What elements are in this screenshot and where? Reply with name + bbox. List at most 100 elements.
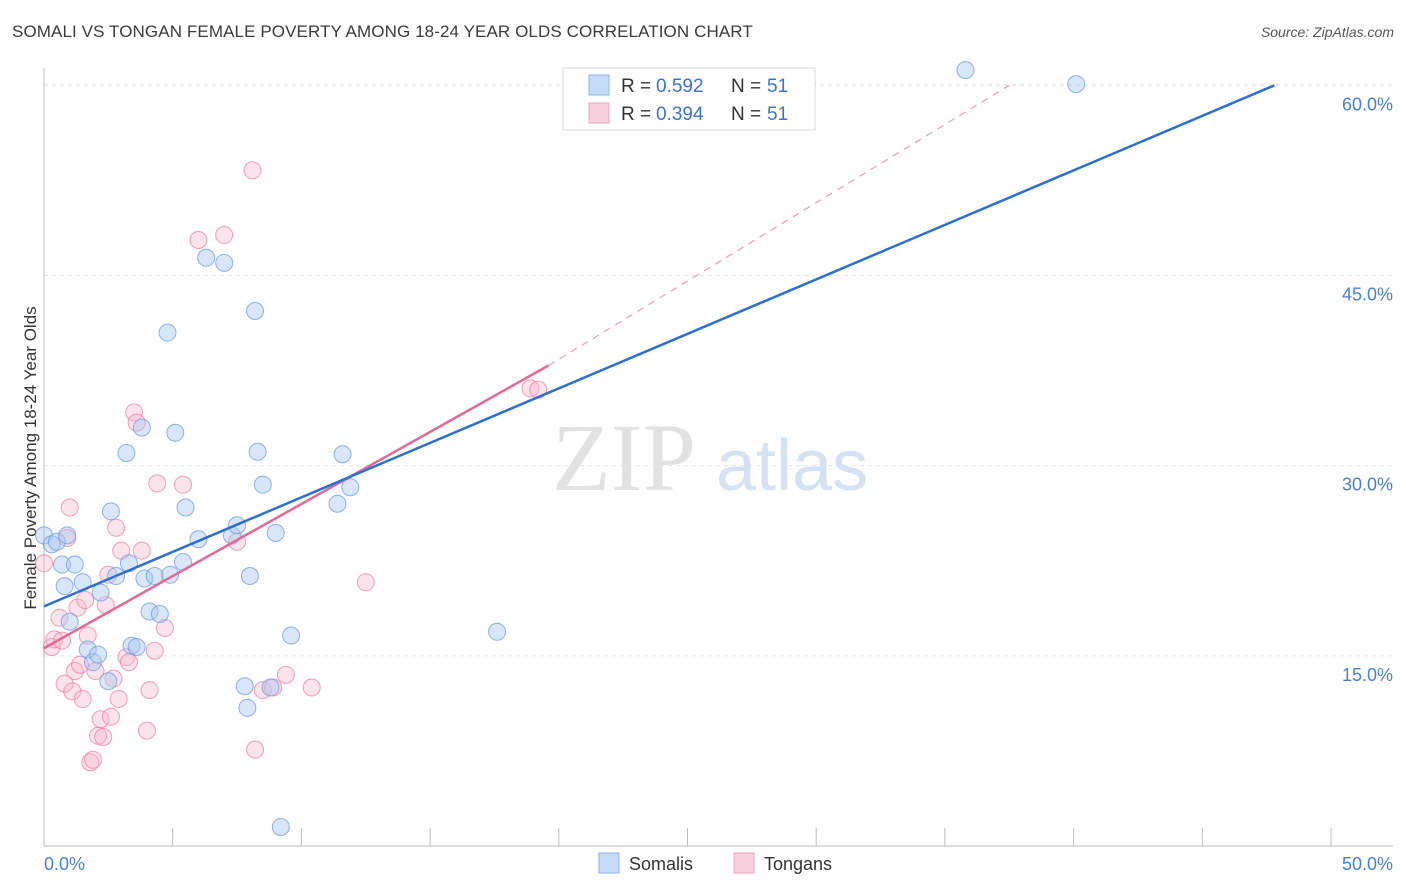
y-tick-label: 45.0%	[1342, 285, 1393, 305]
somali-point	[89, 645, 108, 664]
somali-point	[248, 442, 267, 461]
somali-point	[266, 523, 285, 542]
legend-r-value-somalis: 0.592	[656, 76, 704, 97]
tongan-point	[73, 689, 92, 708]
legend-n-value-somalis: 51	[767, 76, 788, 97]
somali-point	[956, 61, 975, 80]
somali-point	[127, 637, 146, 656]
tongan-point	[107, 518, 126, 537]
somali-point	[91, 583, 110, 602]
somali-point	[235, 677, 254, 696]
somali-point	[333, 445, 352, 464]
tongan-point	[148, 474, 167, 493]
somali-point	[238, 698, 257, 717]
somali-point	[166, 423, 185, 442]
legend: R = 0.592 N = 51 R = 0.394 N = 51	[562, 67, 816, 131]
somali-point	[488, 622, 507, 641]
bottom-legend-swatch-somalis	[598, 852, 620, 874]
tongan-point	[215, 225, 234, 244]
somali-point	[145, 566, 164, 585]
tongan-point	[83, 750, 102, 769]
watermark-zip: ZIP	[552, 404, 696, 511]
somali-point	[246, 302, 265, 321]
legend-n-value-tongans: 51	[767, 104, 788, 125]
tongan-point	[276, 665, 295, 684]
tongan-point	[63, 682, 82, 701]
tongan-point	[35, 554, 53, 573]
somali-point	[117, 444, 136, 462]
tongan-trend-line	[43, 364, 550, 650]
watermark-atlas: atlas	[716, 426, 868, 506]
tongan-point	[76, 591, 95, 610]
somali-point	[341, 478, 360, 497]
series-somalis	[35, 61, 1086, 836]
legend-r-label-somalis: R =	[621, 76, 651, 97]
bottom-legend-swatch-tongans	[733, 852, 755, 874]
somali-point	[197, 248, 216, 267]
somali-point	[132, 418, 151, 437]
tongan-point	[302, 678, 321, 697]
legend-r-value-tongans: 0.394	[656, 104, 704, 125]
somali-point	[261, 678, 280, 697]
somali-point	[282, 626, 301, 645]
tongan-point	[119, 653, 138, 672]
y-tick-labels: 15.0% 30.0% 45.0% 60.0%	[1342, 94, 1393, 684]
tongan-point	[101, 707, 120, 726]
x-tick-label-max: 50.0%	[1342, 854, 1393, 874]
tongan-point	[246, 740, 265, 759]
tongan-point	[78, 626, 97, 645]
bottom-legend-label-somalis: Somalis	[629, 854, 693, 874]
bottom-legend-label-tongans: Tongans	[764, 854, 832, 874]
tongan-point	[137, 721, 156, 740]
tongan-point	[127, 413, 146, 432]
x-axis-ticks	[43, 828, 1332, 846]
somali-point	[215, 253, 234, 272]
bottom-legend: Somalis Tongans	[598, 852, 832, 874]
tongan-point	[68, 598, 87, 617]
tongan-point	[94, 727, 113, 746]
somali-point	[47, 532, 66, 551]
source-credit: Source: ZipAtlas.com	[1260, 24, 1394, 40]
somali-point	[176, 498, 195, 517]
x-tick-label-min: 0.0%	[44, 854, 85, 874]
tongan-point	[155, 618, 174, 637]
tongan-point	[81, 753, 100, 772]
y-tick-label: 30.0%	[1342, 475, 1393, 495]
chart-title: SOMALI VS TONGAN FEMALE POVERTY AMONG 18…	[12, 22, 753, 41]
tongan-point	[140, 681, 159, 700]
somali-point	[65, 555, 84, 574]
somali-point	[140, 602, 159, 621]
tongan-point	[60, 498, 79, 517]
somali-point	[55, 577, 74, 596]
tongan-point	[91, 710, 110, 729]
tongan-point	[356, 573, 375, 592]
trend-lines	[43, 84, 1275, 650]
somali-point	[150, 605, 169, 624]
tongan-point	[125, 403, 144, 422]
legend-n-label-somalis: N =	[731, 76, 761, 97]
tongan-point	[189, 231, 208, 250]
somali-point	[271, 817, 290, 836]
legend-swatch-tongans	[588, 102, 610, 124]
somali-point	[60, 612, 79, 631]
tongan-point	[521, 379, 540, 398]
somali-point	[53, 555, 72, 574]
somali-trend-line	[43, 84, 1275, 608]
somali-point	[99, 672, 118, 691]
legend-r-label-tongans: R =	[621, 104, 651, 125]
tongan-point	[55, 674, 74, 693]
tongan-point	[109, 689, 128, 708]
somali-point	[1067, 75, 1086, 94]
somali-point	[328, 494, 347, 513]
somali-point	[158, 323, 177, 342]
somali-point	[240, 566, 259, 585]
somali-point	[42, 535, 61, 554]
tongan-point	[132, 541, 151, 560]
tongan-point	[104, 669, 123, 688]
tongan-point	[145, 641, 164, 660]
y-tick-label: 15.0%	[1342, 665, 1393, 685]
legend-n-label-tongans: N =	[731, 104, 761, 125]
y-tick-label: 60.0%	[1342, 94, 1393, 114]
somali-point	[58, 526, 77, 545]
